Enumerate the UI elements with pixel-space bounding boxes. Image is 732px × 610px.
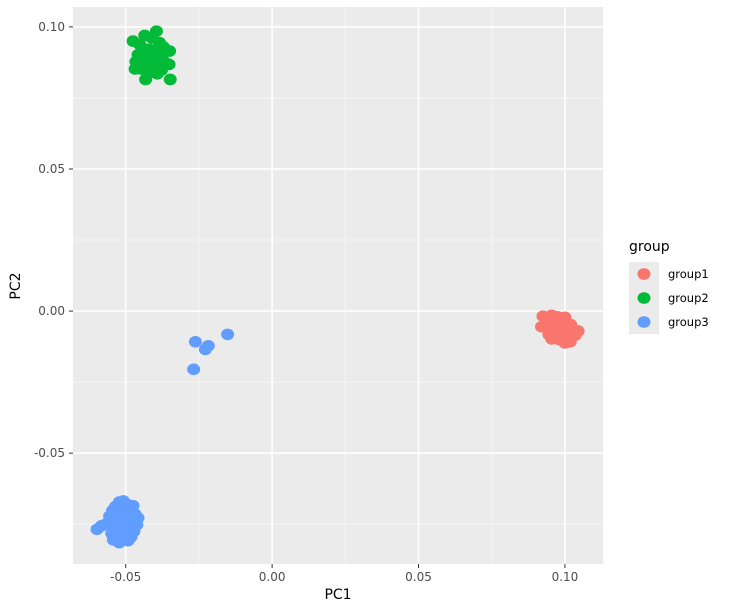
group2-point <box>163 73 177 86</box>
legend-key-group3 <box>637 316 651 328</box>
legend-title: group <box>629 239 670 255</box>
x-tick-label: -0.05 <box>110 570 141 584</box>
y-axis: -0.05 0.00 0.05 0.10 <box>34 20 73 460</box>
group3-point <box>221 328 235 341</box>
y-tick-label: 0.00 <box>38 304 65 318</box>
group3-point <box>100 517 114 530</box>
legend-label-group2: group2 <box>668 291 709 305</box>
legend-key-group1 <box>637 268 651 280</box>
legend-label-group3: group3 <box>668 315 709 329</box>
y-tick-label: 0.10 <box>38 20 65 34</box>
x-tick-label: 0.00 <box>259 570 286 584</box>
x-axis-title: PC1 <box>324 587 351 603</box>
minor-gridlines <box>73 7 603 564</box>
x-tick-label: 0.05 <box>405 570 432 584</box>
group3-point <box>198 343 212 356</box>
group2-point <box>155 48 169 60</box>
group3-point <box>188 335 202 348</box>
plot-panel <box>73 7 603 564</box>
group3-point <box>131 512 145 524</box>
group3-point <box>121 534 135 547</box>
x-tick-label: 0.10 <box>552 570 579 584</box>
y-tick-label: -0.05 <box>34 446 65 460</box>
legend-label-group1: group1 <box>668 267 709 281</box>
group2-point <box>139 73 153 86</box>
x-axis: -0.05 0.00 0.05 0.10 <box>110 564 578 584</box>
group2-point <box>128 63 142 75</box>
data-points <box>90 25 585 549</box>
legend-keys: group1 group2 group3 <box>629 262 709 334</box>
group3-point <box>187 363 201 376</box>
legend: group group1 group2 group3 <box>629 239 709 334</box>
legend-key-group2 <box>637 292 651 304</box>
group3-point <box>115 510 129 523</box>
group2-point <box>139 50 153 62</box>
group1-point <box>556 320 570 332</box>
group2-point <box>150 67 164 80</box>
major-gridlines <box>73 7 603 564</box>
y-axis-title: PC2 <box>8 272 24 299</box>
group3-point <box>123 520 137 533</box>
y-tick-label: 0.05 <box>38 162 65 176</box>
